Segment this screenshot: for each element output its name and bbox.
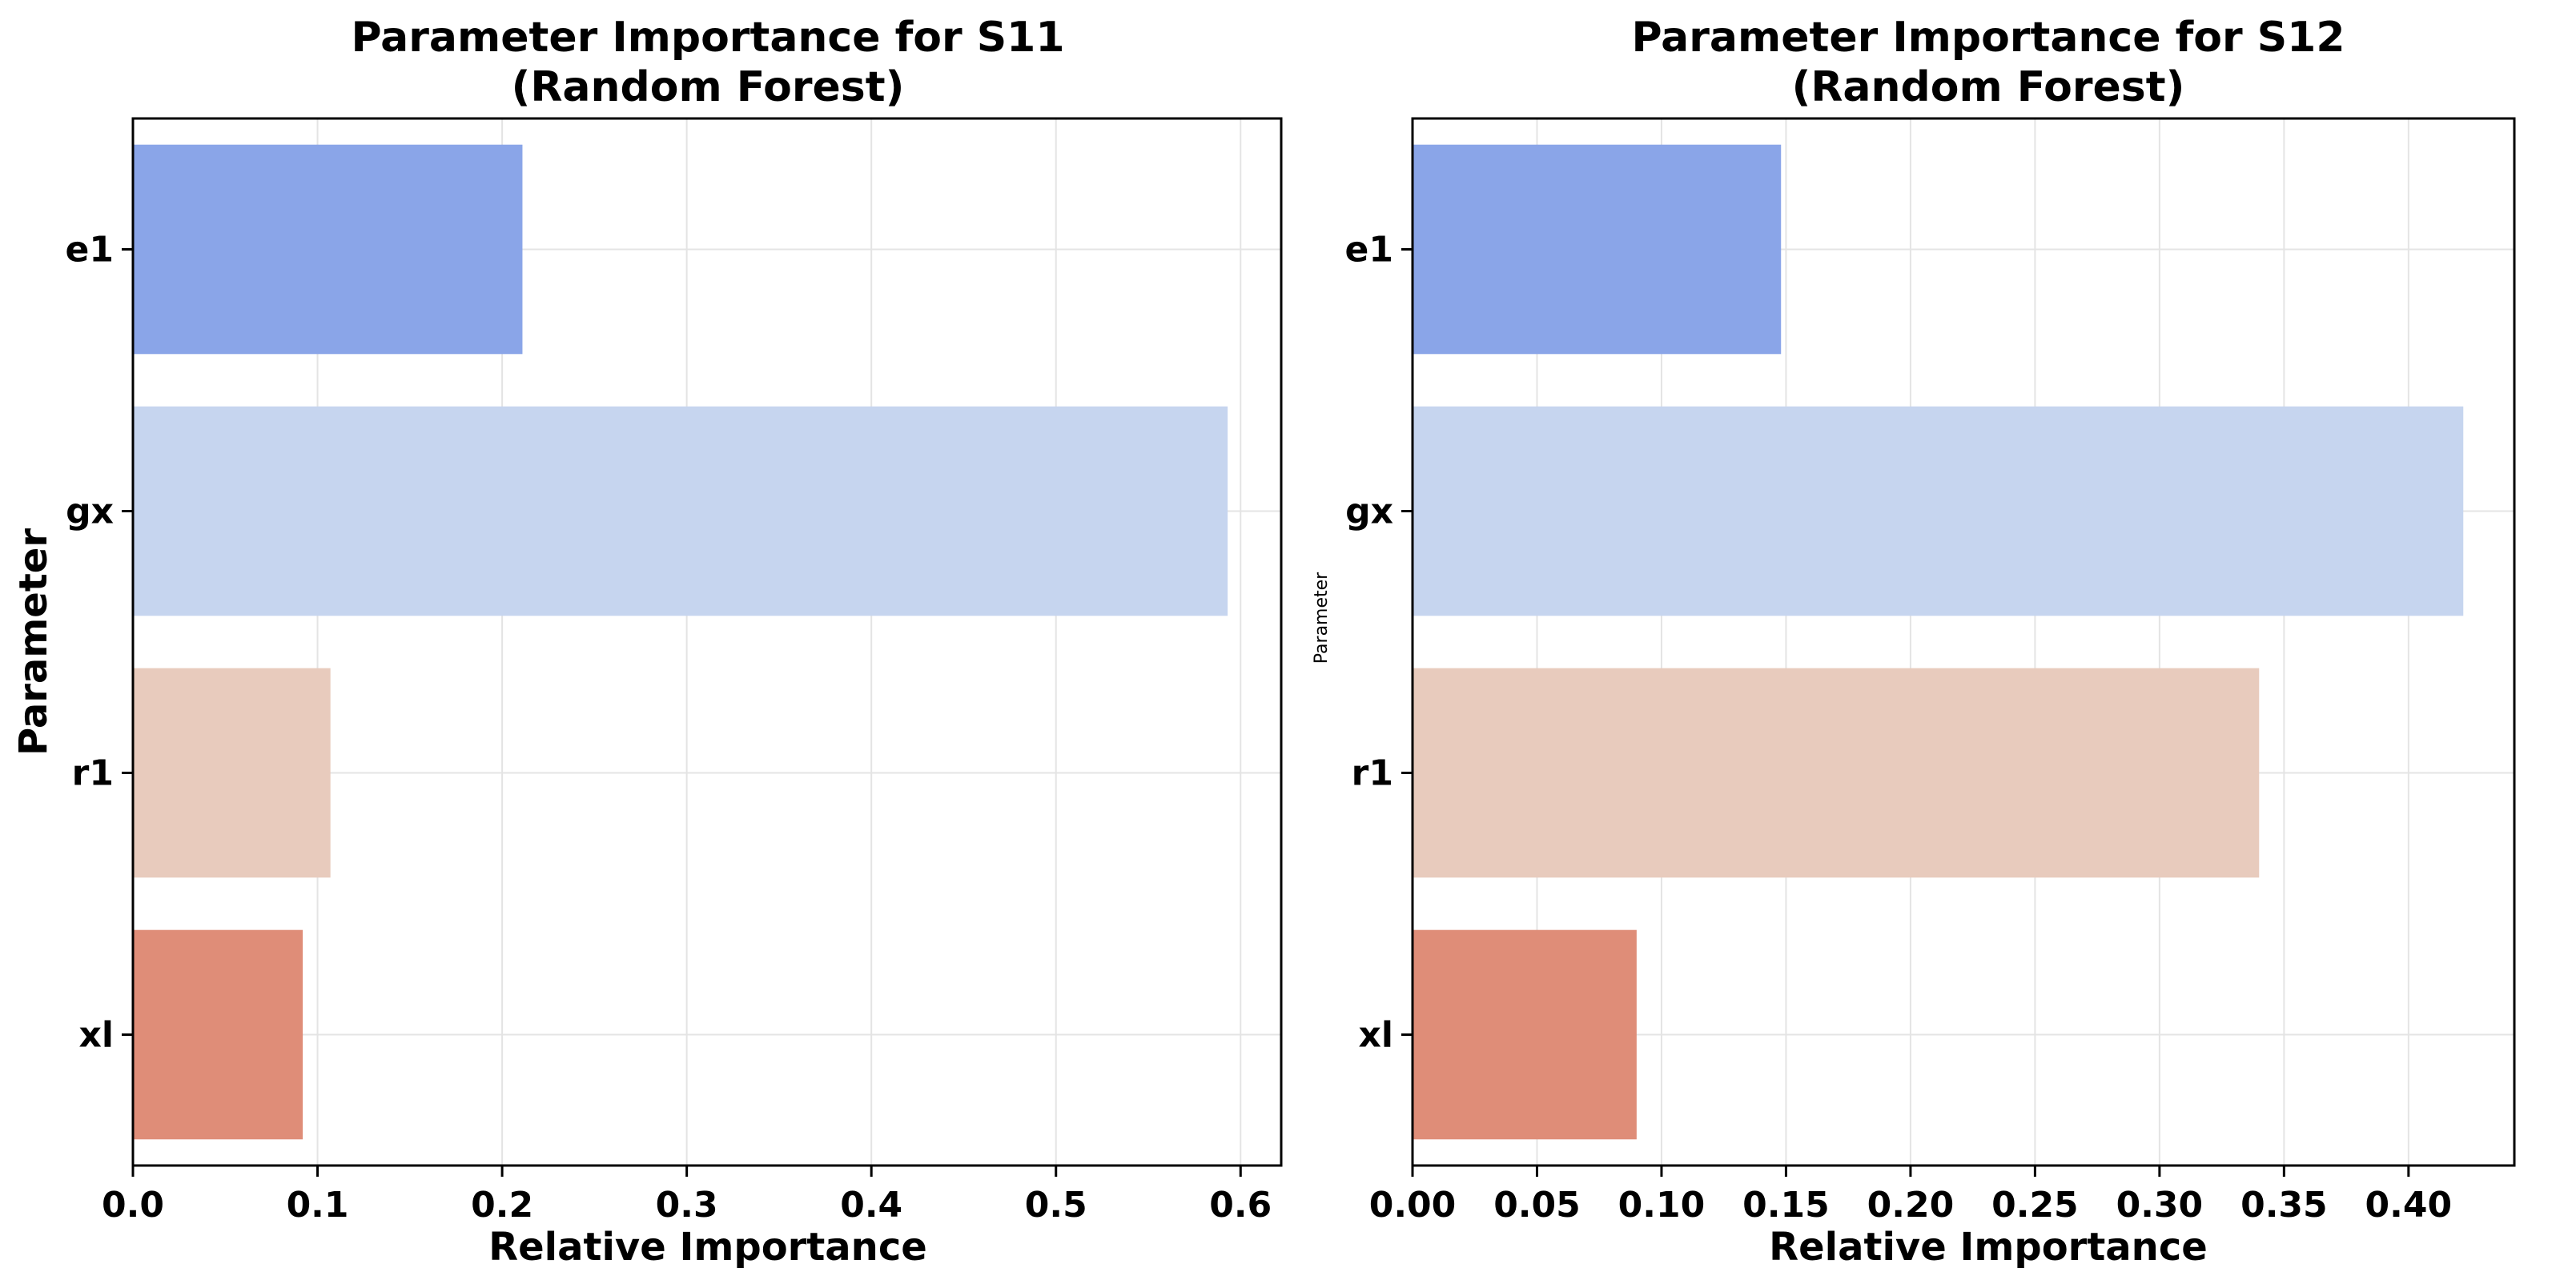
x-tick-label: 0.05 bbox=[1493, 1185, 1581, 1226]
x-tick-label: 0.15 bbox=[1742, 1185, 1830, 1226]
x-tick-label: 0.00 bbox=[1369, 1185, 1457, 1226]
chart-s12-xlabel: Relative Importance bbox=[1769, 1225, 2208, 1270]
y-tick-label-e1: e1 bbox=[66, 230, 114, 271]
axes-frame bbox=[131, 117, 1283, 1167]
chart-s11-plot-area: 0.0 0.1 0.2 0.3 0.4 0.5 0.6 e1 gx r1 xl bbox=[66, 117, 1283, 1226]
x-tick-label: 0.25 bbox=[1991, 1185, 2079, 1226]
y-tick-label-r1: r1 bbox=[72, 753, 114, 794]
chart-s12-title-line2: (Random Forest) bbox=[1792, 63, 2185, 111]
chart-s12-plot-area: 0.00 0.05 0.10 0.15 0.20 0.25 0.30 0.35 0.40 e1 gx… bbox=[1345, 117, 2516, 1226]
chart-s12-ylabel: Parameter bbox=[1312, 572, 1332, 664]
bar-gx bbox=[1413, 406, 2464, 616]
x-tick-label: 0.3 bbox=[656, 1185, 718, 1226]
x-tick-label: 0.20 bbox=[1867, 1185, 1955, 1226]
bar-gx bbox=[133, 406, 1228, 616]
bar-r1 bbox=[133, 668, 331, 878]
chart-s11-ylabel: Parameter bbox=[11, 528, 56, 756]
bar-e1 bbox=[133, 144, 523, 355]
x-tick-label: 0.1 bbox=[287, 1185, 349, 1226]
chart-s12-title-line1: Parameter Importance for S12 bbox=[1631, 14, 2345, 62]
chart-s11-title-line2: (Random Forest) bbox=[512, 63, 905, 111]
y-tick-label-gx: gx bbox=[66, 492, 114, 532]
y-tick-label-gx: gx bbox=[1345, 492, 1393, 532]
chart-s11: Parameter Importance for S11 (Random For… bbox=[11, 14, 1283, 1270]
bar-xl bbox=[1413, 929, 1637, 1140]
chart-s12: Parameter Importance for S12 (Random For… bbox=[1312, 14, 2516, 1270]
x-tick-label: 0.35 bbox=[2240, 1185, 2328, 1226]
axes-frame bbox=[1411, 117, 2516, 1167]
x-tick-label: 0.4 bbox=[840, 1185, 902, 1226]
x-tick-label: 0.6 bbox=[1209, 1185, 1272, 1226]
x-tick-label: 0.40 bbox=[2365, 1185, 2453, 1226]
chart-s11-xlabel: Relative Importance bbox=[488, 1225, 927, 1270]
y-tick-label-e1: e1 bbox=[1345, 230, 1393, 271]
x-tick-label: 0.2 bbox=[471, 1185, 533, 1226]
y-tick-label-xl: xl bbox=[79, 1015, 114, 1056]
chart-s11-title-line1: Parameter Importance for S11 bbox=[351, 14, 1064, 62]
x-tick-label: 0.10 bbox=[1618, 1185, 1706, 1226]
bar-e1 bbox=[1413, 144, 1782, 355]
bar-r1 bbox=[1413, 668, 2260, 878]
y-tick-label-r1: r1 bbox=[1352, 753, 1393, 794]
x-tick-label: 0.30 bbox=[2116, 1185, 2204, 1226]
bar-xl bbox=[133, 929, 303, 1140]
y-tick-label-xl: xl bbox=[1359, 1015, 1393, 1056]
x-tick-label: 0.5 bbox=[1025, 1185, 1087, 1226]
x-tick-label: 0.0 bbox=[102, 1185, 164, 1226]
